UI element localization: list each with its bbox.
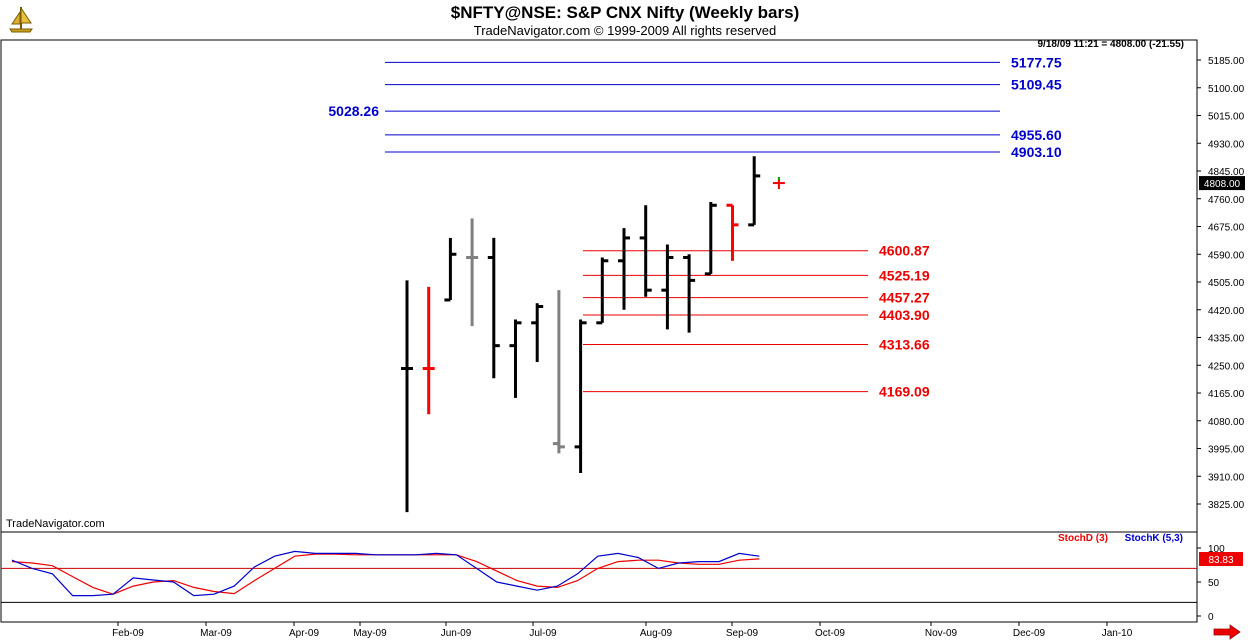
price-bar [683,254,696,333]
info-readout: 9/18/09 11:21 = 4808.00 (-21.55) [1037,39,1184,50]
price-bar [661,244,674,330]
y-tick-label: 5015.00 [1208,112,1245,123]
blue-level-label: 5177.75 [1011,54,1062,70]
oscillator-frame [0,531,1198,623]
price-bar [748,156,761,227]
osc-current-label: 83.83 [1208,555,1233,566]
chart-frames [0,39,1198,623]
price-axis: 5185.00 5100.00 5015.00 4930.00 4845.00 4760.… [1197,56,1245,511]
y-tick-label: 4080.00 [1208,417,1245,428]
blue-level-label: 4955.60 [1011,127,1062,143]
red-level-label: 4313.66 [879,336,930,352]
price-frame [0,39,1198,533]
price-bar [574,319,587,473]
price-bar [466,218,479,327]
last-price-label: 4808.00 [1204,179,1241,190]
price-bar [704,202,717,276]
x-tick-label: Apr-09 [289,628,319,639]
y-tick-label: 4760.00 [1208,195,1245,206]
price-bar [422,286,435,415]
y-tick-label: 3995.00 [1208,445,1245,456]
price-bar [639,205,652,297]
osc-y-tick-label: 50 [1208,578,1220,589]
watermark-text: TradeNavigator.com [6,518,105,530]
y-tick-label: 3825.00 [1208,500,1245,511]
x-tick-label: Dec-09 [1013,628,1046,639]
red-level-label: 4403.90 [879,307,930,323]
osc-current-box [1199,551,1243,566]
y-tick-label: 4420.00 [1208,306,1245,317]
y-tick-label: 5185.00 [1208,56,1245,67]
x-tick-label: Oct-09 [815,628,845,639]
y-tick-label: 4930.00 [1208,139,1245,150]
price-bar [509,319,522,398]
stochastic-panel: 100 50 0 83.83 StochD (3) StochK (5,3) [1,533,1243,623]
price-bar [401,280,413,513]
x-tick-label: May-09 [353,628,387,639]
osc-series-line [11,550,760,597]
y-tick-label: 3910.00 [1208,472,1245,483]
chart-subtitle: TradeNavigator.com © 1999-2009 All right… [473,23,777,38]
y-tick-label: 4335.00 [1208,334,1245,345]
blue-level-label: 4903.10 [1011,144,1062,160]
chart-header: $NFTY@NSE: S&P CNX Nifty (Weekly bars) T… [0,0,1250,40]
red-level-label: 4600.87 [879,243,930,259]
price-bar [444,237,457,302]
legend-stochk: StochK (5,3) [1125,533,1183,544]
y-tick-label: 4250.00 [1208,361,1245,372]
y-tick-label: 4845.00 [1208,167,1245,178]
price-bar [726,203,739,261]
x-tick-label: Feb-09 [112,628,144,639]
x-tick-label: Nov-09 [925,628,958,639]
chart-title: $NFTY@NSE: S&P CNX Nifty (Weekly bars) [450,3,800,22]
y-tick-label: 4505.00 [1208,278,1245,289]
osc-y-tick-label: 100 [1208,544,1225,555]
y-tick-label: 5100.00 [1208,84,1245,95]
x-tick-label: Sep-09 [726,628,759,639]
price-bar [618,228,630,310]
x-tick-label: Jul-09 [529,628,557,639]
price-bar [487,237,500,379]
osc-y-tick-label: 0 [1208,612,1214,623]
time-axis: Feb-09 Mar-09 Apr-09 May-09 Jun-09 Jul-09 Aug-… [112,622,1133,639]
red-level-label: 4169.09 [879,384,930,400]
last-price-box [1199,176,1245,191]
y-tick-label: 4165.00 [1208,389,1245,400]
x-tick-label: Mar-09 [200,628,232,639]
red-level-label: 4457.27 [879,290,930,306]
osc-series-line [11,553,760,595]
red-level-label: 4525.19 [879,267,930,283]
trade-navigator-logo-icon [4,3,38,35]
x-tick-label: Jan-10 [1102,628,1133,639]
x-tick-label: Jun-09 [441,628,472,639]
price-bar [596,257,609,325]
price-bars [401,156,785,513]
y-tick-label: 4590.00 [1208,250,1245,261]
price-bar [552,290,565,454]
x-tick-label: Aug-09 [640,628,673,639]
blue-level-label: 5109.45 [1011,77,1062,93]
current-price-marker [772,177,785,190]
y-tick-label: 4675.00 [1208,223,1245,234]
price-bar [531,303,544,362]
blue-level-label: 5028.26 [328,103,379,119]
scroll-right-arrow-icon[interactable] [1210,624,1244,640]
legend-stochd: StochD (3) [1058,533,1108,544]
